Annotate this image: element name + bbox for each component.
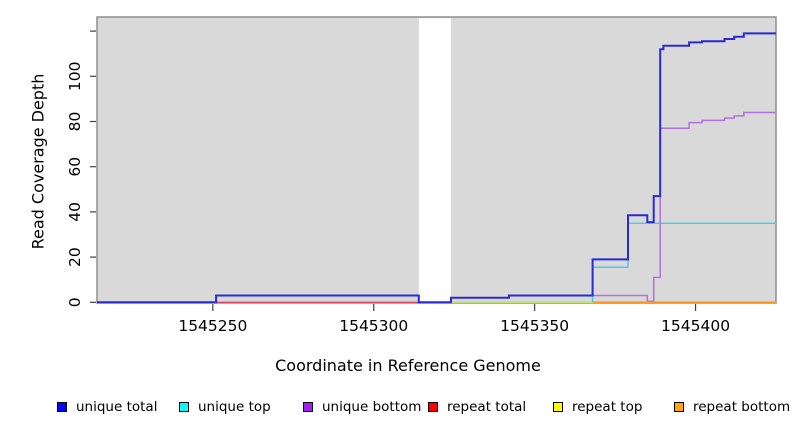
legend-swatch-repeat-bottom [674,402,684,412]
legend-label: unique total [76,399,158,415]
y-tick-label: 80 [66,112,84,132]
x-tick-label: 1545300 [339,317,408,335]
y-tick-label: 40 [66,202,84,222]
legend-item-repeat-bottom: repeat bottom [674,398,790,416]
no-data-gap [418,18,451,303]
legend-label: unique bottom [322,399,422,415]
y-tick-label: 100 [66,62,84,92]
legend-item-repeat-total: repeat total [428,398,526,416]
legend-label: repeat top [572,399,643,415]
x-tick-label: 1545250 [178,317,247,335]
legend-item-repeat-top: repeat top [553,398,642,416]
legend-item-unique-total: unique total [57,398,157,416]
x-tick-label: 1545400 [661,317,730,335]
legend-item-unique-top: unique top [179,398,271,416]
legend: unique total unique top unique bottom repea… [0,398,792,420]
y-tick-label: 60 [66,157,84,177]
legend-swatch-unique-bottom [303,402,313,412]
legend-label: repeat total [447,399,527,415]
x-axis-title: Coordinate in Reference Genome [275,356,541,375]
legend-label: unique top [198,399,271,415]
series-unique-bottom [451,111,776,302]
legend-swatch-repeat-total [428,402,438,412]
y-axis-title: Read Coverage Depth [28,73,48,250]
x-tick-label: 1545350 [500,317,569,335]
legend-label: repeat bottom [693,399,791,415]
legend-item-unique-bottom: unique bottom [303,398,421,416]
series-unique-total [97,32,776,304]
y-tick-label: 20 [66,247,84,267]
legend-swatch-repeat-top [553,402,563,412]
y-tick-label: 0 [66,297,84,307]
legend-swatch-unique-top [179,402,189,412]
legend-swatch-unique-total [57,402,67,412]
